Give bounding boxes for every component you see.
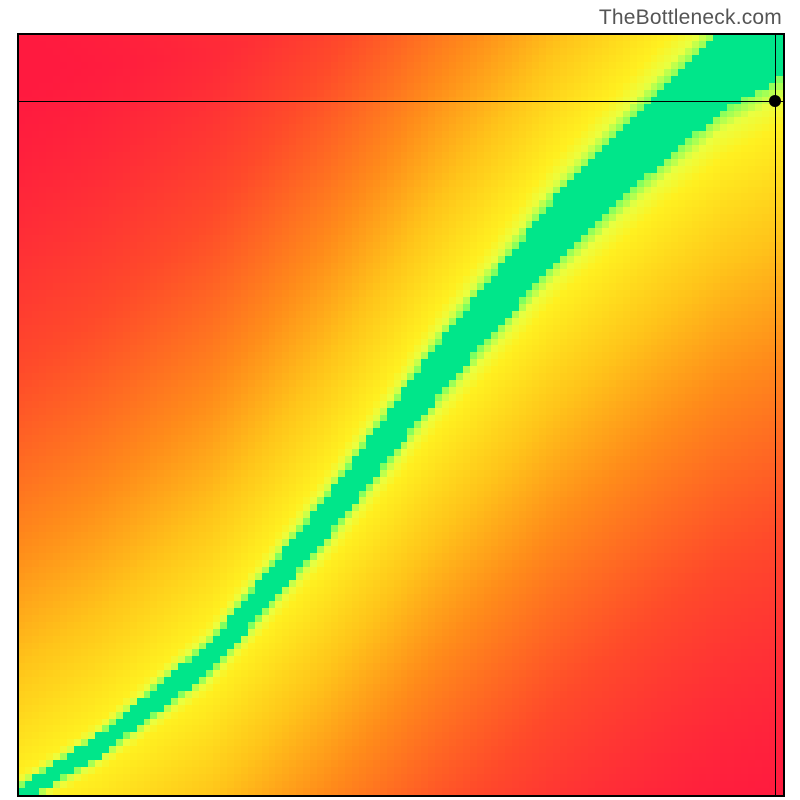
plot-border: [17, 33, 785, 797]
crosshair-vertical: [775, 35, 776, 795]
crosshair-horizontal: [19, 101, 783, 102]
chart-container: TheBottleneck.com: [0, 0, 800, 800]
watermark-text: TheBottleneck.com: [599, 6, 782, 30]
marker-dot: [769, 95, 781, 107]
